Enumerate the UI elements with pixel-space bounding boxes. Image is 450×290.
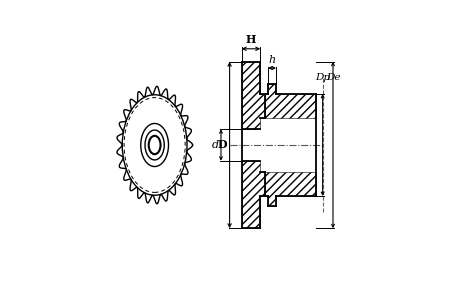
Polygon shape (242, 62, 265, 129)
Text: De: De (326, 73, 340, 82)
Text: Dp: Dp (315, 73, 330, 82)
Polygon shape (265, 172, 316, 206)
Polygon shape (242, 161, 265, 228)
Polygon shape (265, 84, 316, 118)
Ellipse shape (148, 136, 161, 154)
Text: H: H (246, 34, 256, 45)
Text: d: d (212, 140, 219, 150)
Text: D: D (218, 139, 227, 151)
Text: h: h (269, 55, 276, 65)
